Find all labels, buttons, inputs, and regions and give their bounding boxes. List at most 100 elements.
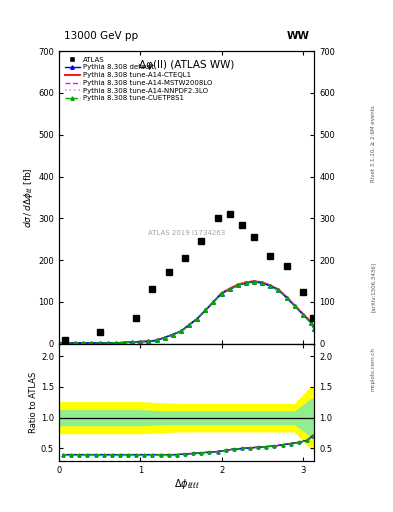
- Text: Rivet 3.1.10, ≥ 2.6M events: Rivet 3.1.10, ≥ 2.6M events: [371, 105, 376, 182]
- Pythia 8.308 tune-A14-MSTW2008LO: [227, 286, 232, 292]
- Pythia 8.308 tune-A14-NNPDF2.3LO: [309, 319, 313, 326]
- Pythia 8.308 tune-A14-NNPDF2.3LO: [65, 340, 70, 346]
- Pythia 8.308 tune-A14-NNPDF2.3LO: [292, 303, 297, 309]
- Pythia 8.308 tune-A14-CTEQL1: [73, 340, 77, 346]
- Pythia 8.308 default: [227, 286, 232, 292]
- Pythia 8.308 tune-A14-NNPDF2.3LO: [219, 290, 224, 296]
- Pythia 8.308 tune-A14-MSTW2008LO: [97, 340, 102, 346]
- Pythia 8.308 tune-A14-MSTW2008LO: [284, 294, 289, 301]
- Pythia 8.308 tune-CUETP8S1: [244, 280, 248, 286]
- Pythia 8.308 tune-A14-CTEQL1: [227, 286, 232, 292]
- Pythia 8.308 tune-A14-MSTW2008LO: [81, 340, 86, 346]
- Pythia 8.308 tune-A14-CTEQL1: [65, 340, 70, 346]
- Pythia 8.308 tune-A14-MSTW2008LO: [312, 326, 317, 332]
- Pythia 8.308 default: [244, 280, 248, 286]
- Pythia 8.308 tune-A14-CTEQL1: [268, 282, 273, 288]
- Pythia 8.308 tune-A14-MSTW2008LO: [130, 339, 134, 345]
- Line: Pythia 8.308 tune-A14-NNPDF2.3LO: Pythia 8.308 tune-A14-NNPDF2.3LO: [59, 282, 314, 343]
- ATLAS: [183, 255, 187, 261]
- Pythia 8.308 default: [130, 339, 134, 345]
- Pythia 8.308 tune-A14-CTEQL1: [105, 340, 110, 346]
- Pythia 8.308 tune-A14-MSTW2008LO: [178, 328, 183, 334]
- Pythia 8.308 tune-A14-CTEQL1: [284, 294, 289, 300]
- Pythia 8.308 tune-CUETP8S1: [81, 340, 86, 346]
- ATLAS: [166, 269, 171, 275]
- Pythia 8.308 tune-A14-NNPDF2.3LO: [312, 326, 317, 332]
- Pythia 8.308 tune-CUETP8S1: [260, 280, 264, 286]
- Pythia 8.308 default: [146, 338, 151, 345]
- Pythia 8.308 tune-A14-NNPDF2.3LO: [252, 279, 257, 285]
- Pythia 8.308 tune-A14-CTEQL1: [114, 340, 118, 346]
- ATLAS: [215, 216, 220, 222]
- Pythia 8.308 default: [301, 311, 305, 317]
- Pythia 8.308 tune-CUETP8S1: [284, 295, 289, 301]
- Pythia 8.308 default: [203, 307, 208, 313]
- Pythia 8.308 tune-A14-NNPDF2.3LO: [97, 340, 102, 346]
- Pythia 8.308 default: [292, 303, 297, 309]
- Pythia 8.308 tune-A14-NNPDF2.3LO: [105, 340, 110, 346]
- Pythia 8.308 tune-CUETP8S1: [203, 307, 208, 313]
- Legend: ATLAS, Pythia 8.308 default, Pythia 8.308 tune-A14-CTEQL1, Pythia 8.308 tune-A14: ATLAS, Pythia 8.308 default, Pythia 8.30…: [62, 55, 215, 103]
- Pythia 8.308 default: [114, 340, 118, 346]
- Pythia 8.308 tune-A14-NNPDF2.3LO: [187, 322, 191, 328]
- ATLAS: [199, 238, 204, 244]
- Pythia 8.308 tune-A14-NNPDF2.3LO: [130, 339, 134, 345]
- Pythia 8.308 tune-A14-CTEQL1: [146, 338, 151, 345]
- Pythia 8.308 tune-CUETP8S1: [105, 340, 110, 346]
- Pythia 8.308 tune-A14-NNPDF2.3LO: [301, 311, 305, 317]
- Pythia 8.308 tune-A14-CTEQL1: [203, 307, 208, 313]
- Pythia 8.308 tune-A14-CTEQL1: [187, 322, 191, 328]
- Pythia 8.308 default: [252, 279, 257, 285]
- Pythia 8.308 tune-CUETP8S1: [312, 326, 317, 332]
- Pythia 8.308 default: [268, 283, 273, 289]
- Pythia 8.308 default: [171, 331, 175, 337]
- Pythia 8.308 tune-A14-CTEQL1: [97, 340, 102, 346]
- Pythia 8.308 tune-A14-MSTW2008LO: [73, 340, 77, 346]
- Pythia 8.308 tune-A14-CTEQL1: [162, 334, 167, 340]
- Pythia 8.308 tune-A14-CTEQL1: [178, 328, 183, 334]
- Pythia 8.308 tune-CUETP8S1: [73, 340, 77, 346]
- Pythia 8.308 tune-CUETP8S1: [130, 339, 134, 345]
- Pythia 8.308 tune-A14-CTEQL1: [276, 286, 281, 292]
- Pythia 8.308 default: [122, 339, 127, 346]
- Pythia 8.308 tune-A14-MSTW2008LO: [195, 315, 200, 322]
- Pythia 8.308 tune-A14-NNPDF2.3LO: [57, 340, 61, 346]
- Pythia 8.308 tune-A14-CTEQL1: [81, 340, 86, 346]
- Pythia 8.308 tune-A14-MSTW2008LO: [89, 340, 94, 346]
- ATLAS: [311, 315, 316, 321]
- Pythia 8.308 tune-A14-MSTW2008LO: [244, 280, 248, 286]
- Pythia 8.308 tune-A14-CTEQL1: [309, 319, 313, 325]
- Pythia 8.308 tune-A14-MSTW2008LO: [187, 322, 191, 328]
- Pythia 8.308 default: [97, 340, 102, 346]
- Pythia 8.308 default: [235, 282, 240, 288]
- ATLAS: [97, 329, 102, 335]
- Pythia 8.308 tune-A14-NNPDF2.3LO: [195, 315, 200, 322]
- Pythia 8.308 tune-CUETP8S1: [97, 340, 102, 346]
- Pythia 8.308 tune-A14-CTEQL1: [122, 339, 127, 346]
- Pythia 8.308 tune-A14-NNPDF2.3LO: [138, 338, 143, 345]
- ATLAS: [63, 337, 68, 344]
- Pythia 8.308 default: [284, 295, 289, 301]
- Pythia 8.308 tune-A14-CTEQL1: [89, 340, 94, 346]
- Pythia 8.308 tune-CUETP8S1: [122, 339, 127, 346]
- Pythia 8.308 tune-CUETP8S1: [301, 311, 305, 317]
- ATLAS: [252, 234, 257, 240]
- Pythia 8.308 tune-A14-NNPDF2.3LO: [203, 307, 208, 313]
- Pythia 8.308 default: [65, 340, 70, 346]
- Pythia 8.308 tune-A14-MSTW2008LO: [114, 340, 118, 346]
- Pythia 8.308 tune-CUETP8S1: [138, 338, 143, 345]
- Pythia 8.308 tune-A14-MSTW2008LO: [162, 334, 167, 340]
- ATLAS: [268, 253, 273, 259]
- Pythia 8.308 tune-CUETP8S1: [211, 299, 216, 305]
- Pythia 8.308 tune-A14-NNPDF2.3LO: [211, 299, 216, 305]
- Pythia 8.308 tune-A14-MSTW2008LO: [268, 283, 273, 289]
- Pythia 8.308 tune-A14-CTEQL1: [57, 340, 61, 346]
- Pythia 8.308 tune-CUETP8S1: [219, 290, 224, 296]
- Pythia 8.308 tune-A14-NNPDF2.3LO: [73, 340, 77, 346]
- Pythia 8.308 tune-CUETP8S1: [268, 283, 273, 289]
- Line: Pythia 8.308 tune-CUETP8S1: Pythia 8.308 tune-CUETP8S1: [57, 280, 316, 345]
- Pythia 8.308 default: [105, 340, 110, 346]
- Pythia 8.308 tune-CUETP8S1: [195, 315, 200, 322]
- Y-axis label: $d\sigma\,/\,d\Delta\phi_{\ell\ell}$ [fb]: $d\sigma\,/\,d\Delta\phi_{\ell\ell}$ [fb…: [22, 167, 35, 228]
- Pythia 8.308 tune-A14-MSTW2008LO: [235, 282, 240, 288]
